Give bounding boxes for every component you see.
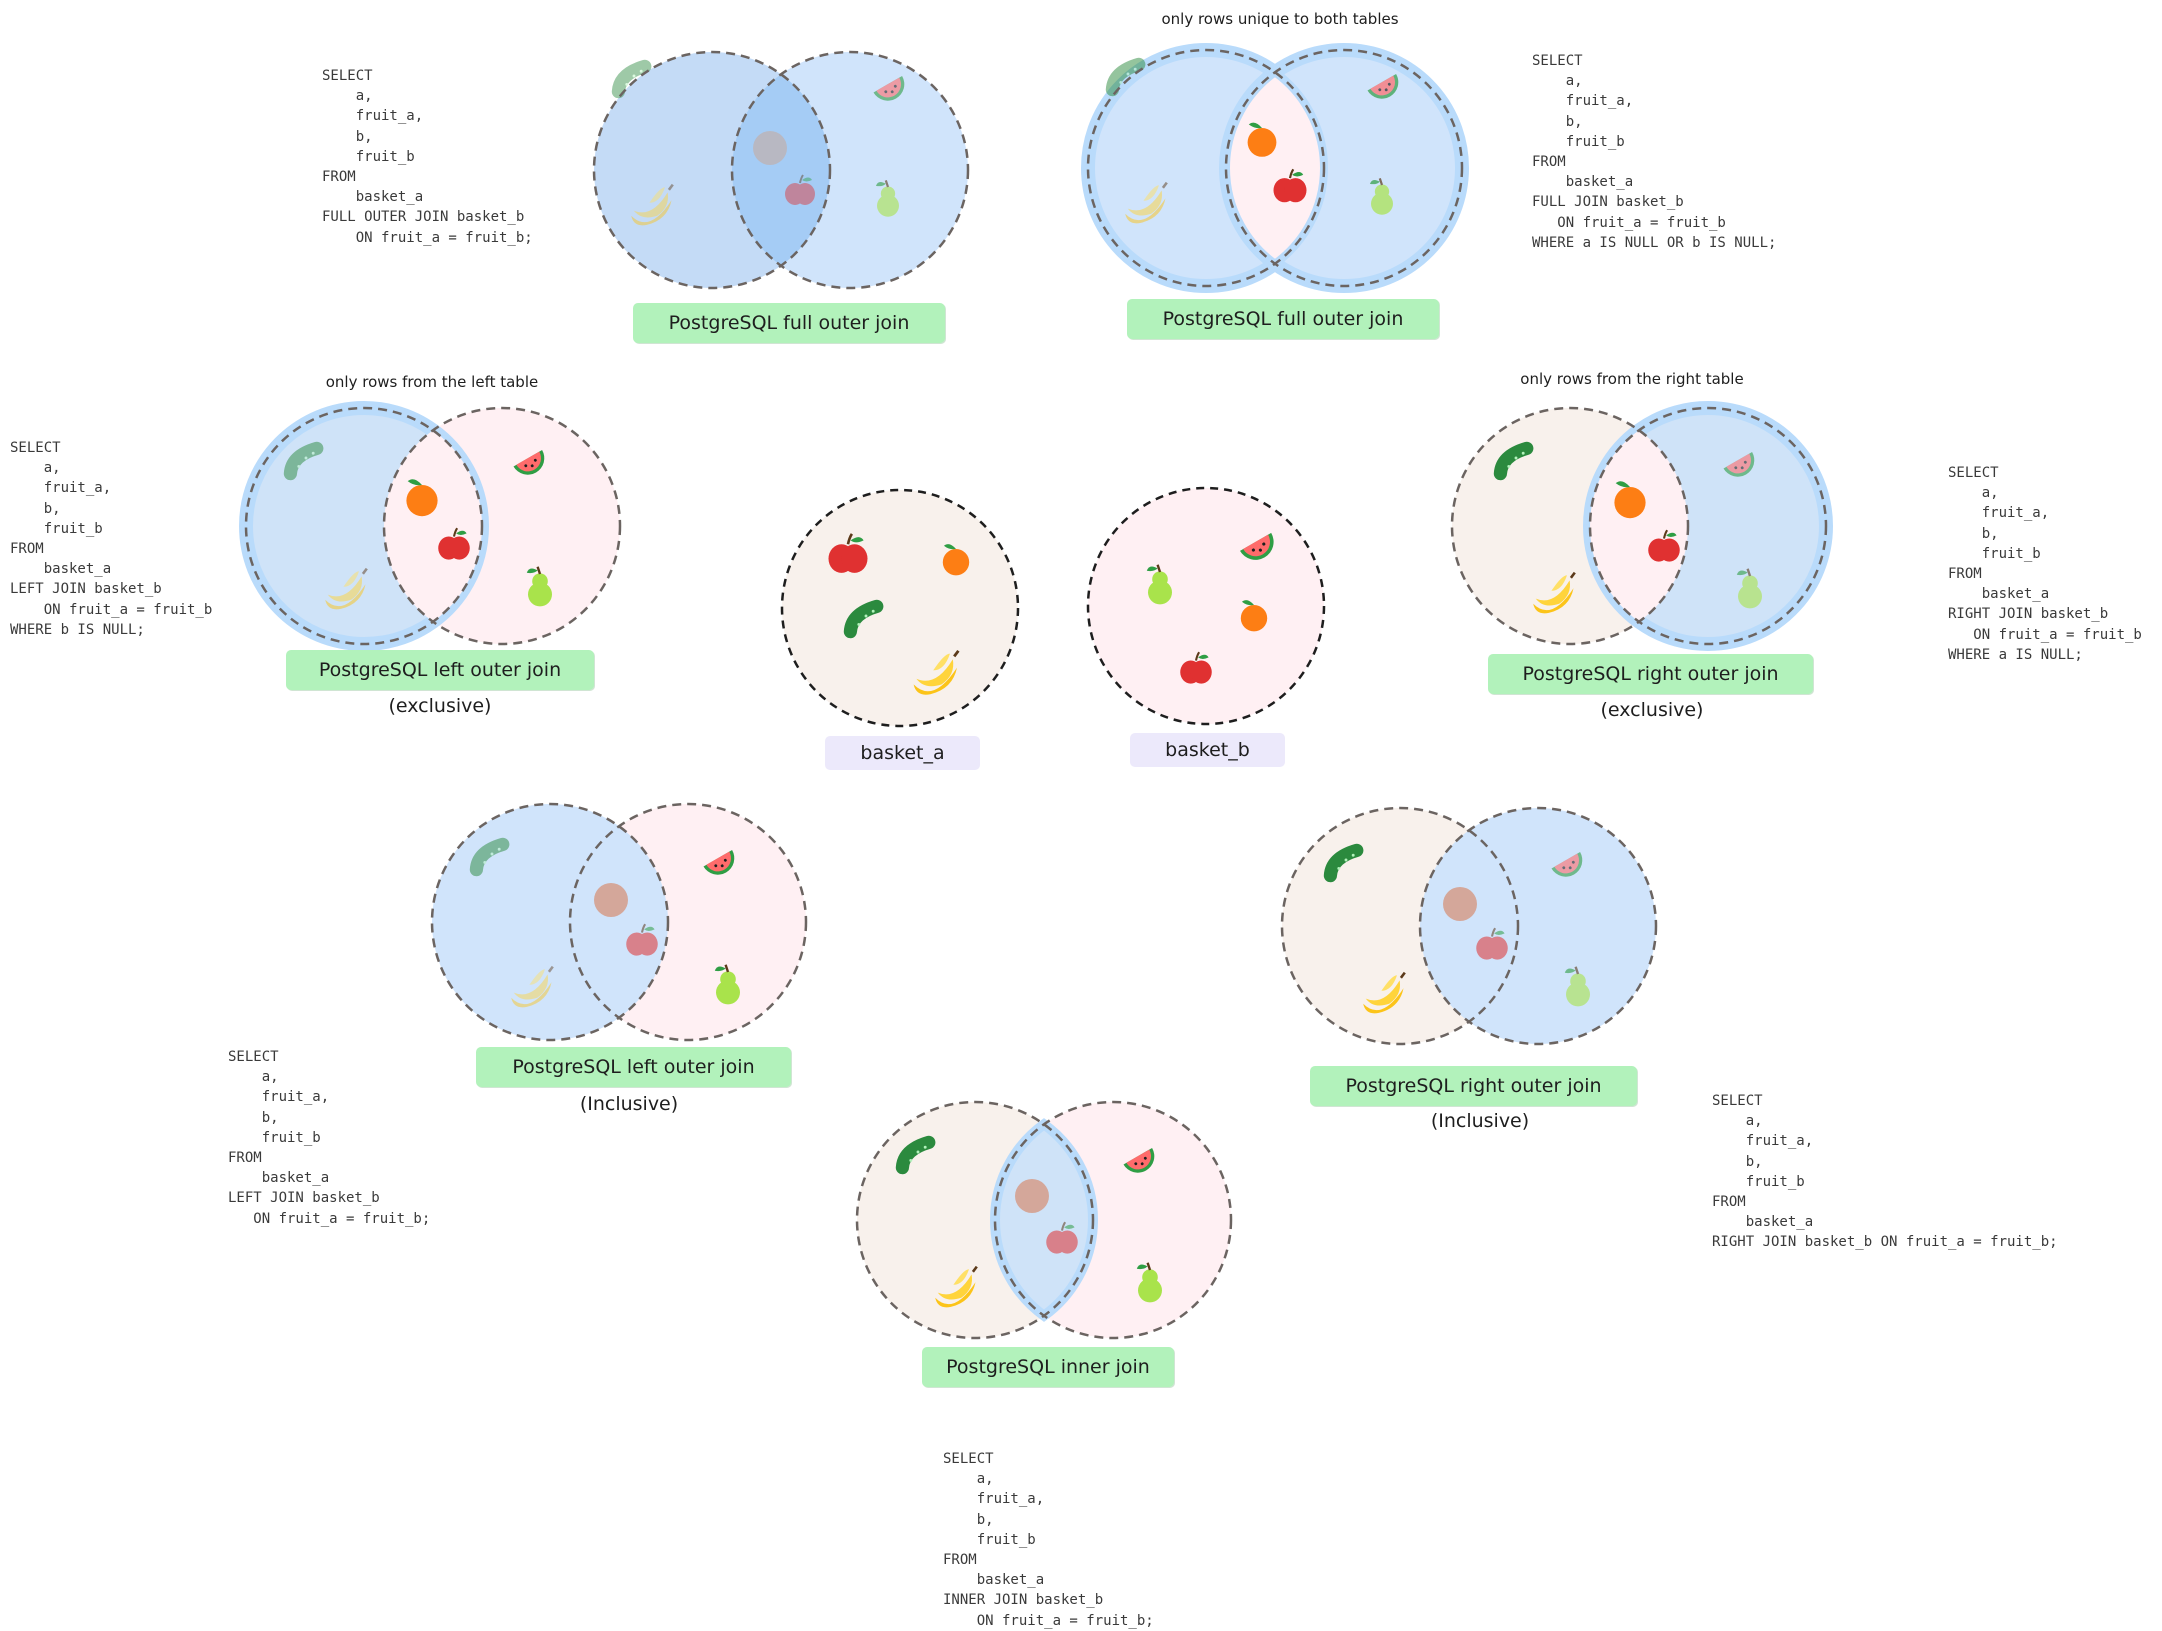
basket-a-label: basket_a: [825, 736, 980, 770]
left-inclusive-label: PostgreSQL left outer join: [476, 1047, 791, 1087]
right-inclusive-label: PostgreSQL right outer join: [1310, 1066, 1637, 1106]
full-outer-exclusive-note: only rows unique to both tables: [1161, 10, 1399, 28]
matched-fruit-marker: [1015, 1179, 1049, 1213]
right-inclusive-subtitle: (Inclusive): [1430, 1110, 1530, 1132]
full-outer-exclusive-label: PostgreSQL full outer join: [1127, 299, 1439, 339]
left-exclusive-note: only rows from the left table: [325, 373, 539, 391]
right-inclusive-sql: SELECT a, fruit_a, b, fruit_b FROM baske…: [1712, 1093, 2058, 1251]
left-exclusive-label: PostgreSQL left outer join: [286, 650, 594, 690]
basket-b-circle: [1086, 486, 1326, 726]
matched-fruit-marker: [753, 131, 787, 165]
left-inclusive-subtitle: (Inclusive): [579, 1093, 679, 1115]
full-outer-join-venn: [592, 50, 970, 290]
inner-join-label: PostgreSQL inner join: [922, 1347, 1174, 1387]
full-outer-exclusive-sql: SELECT a, fruit_a, b, fruit_b FROM baske…: [1532, 53, 1777, 251]
left-exclusive-sql: SELECT a, fruit_a, b, fruit_b FROM baske…: [10, 440, 213, 638]
left-inclusive-sql: SELECT a, fruit_a, b, fruit_b FROM baske…: [228, 1049, 431, 1227]
matched-fruit-marker: [1443, 887, 1477, 921]
basket-b-label: basket_b: [1130, 733, 1285, 767]
full-outer-exclusive-venn: [1081, 43, 1469, 293]
right-exclusive-subtitle: (exclusive): [1600, 699, 1704, 721]
left-exclusive-subtitle: (exclusive): [388, 695, 492, 717]
right-exclusive-venn: [1450, 401, 1833, 651]
right-exclusive-label: PostgreSQL right outer join: [1488, 654, 1813, 694]
left-inclusive-venn: [430, 802, 808, 1042]
right-exclusive-note: only rows from the right table: [1520, 370, 1744, 388]
basket-a-circle: [780, 488, 1020, 728]
left-exclusive-venn: [239, 401, 622, 651]
inner-join-venn: [855, 1100, 1233, 1340]
inner-join-sql: SELECT a, fruit_a, b, fruit_b FROM baske…: [943, 1451, 1154, 1629]
matched-fruit-marker: [594, 883, 628, 917]
full-outer-join-sql: SELECT a, fruit_a, b, fruit_b FROM baske…: [322, 68, 533, 246]
full-outer-join-label: PostgreSQL full outer join: [633, 303, 945, 343]
right-inclusive-venn: [1280, 806, 1658, 1046]
right-exclusive-sql: SELECT a, fruit_a, b, fruit_b FROM baske…: [1948, 465, 2142, 663]
